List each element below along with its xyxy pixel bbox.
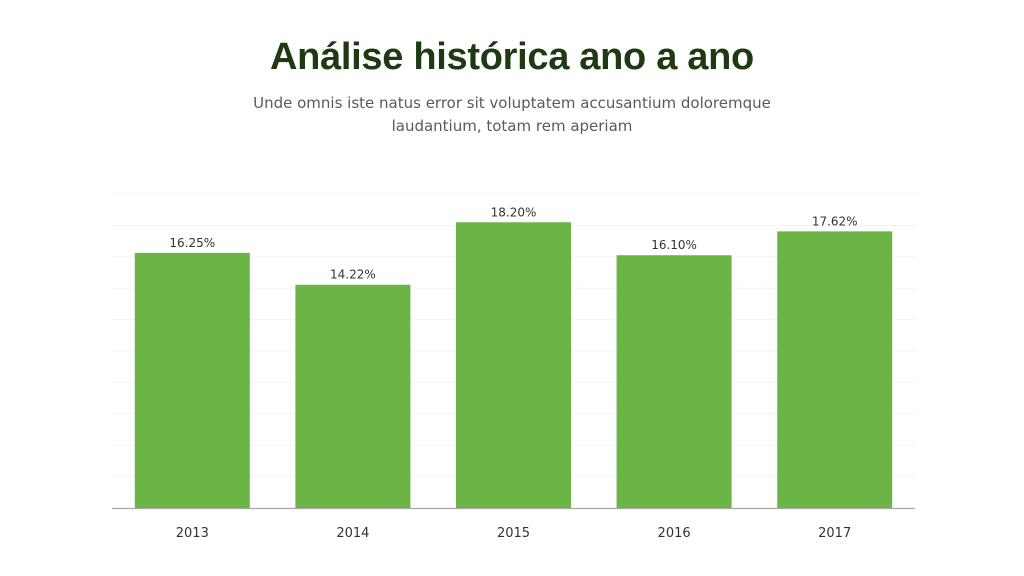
value-label-2015: 18.20% <box>491 205 537 219</box>
slide-subtitle: Unde omnis iste natus error sit voluptat… <box>253 94 771 135</box>
slide-title: Análise histórica ano a ano <box>270 36 754 78</box>
chart-value-labels: 16.25% 14.22% 18.20% 16.10% 17.62% <box>169 205 857 281</box>
value-label-2016: 16.10% <box>651 238 697 252</box>
x-tick-label-2013: 2013 <box>176 526 209 541</box>
bar-2014 <box>295 284 411 508</box>
x-tick-label-2015: 2015 <box>497 526 530 541</box>
bar-2015 <box>456 222 571 508</box>
bar-2013 <box>134 252 250 508</box>
value-label-2017: 17.62% <box>812 214 858 228</box>
value-label-2013: 16.25% <box>169 236 215 250</box>
x-tick-label-2017: 2017 <box>818 526 851 541</box>
x-tick-label-2014: 2014 <box>336 526 369 541</box>
x-tick-label-2016: 2016 <box>658 526 691 541</box>
bar-2017 <box>777 231 893 508</box>
chart-x-tick-labels: 2013 2014 2015 2016 2017 <box>176 526 851 541</box>
chart-bars <box>134 222 893 508</box>
value-label-2014: 14.22% <box>330 268 376 282</box>
bar-2016 <box>616 255 732 508</box>
